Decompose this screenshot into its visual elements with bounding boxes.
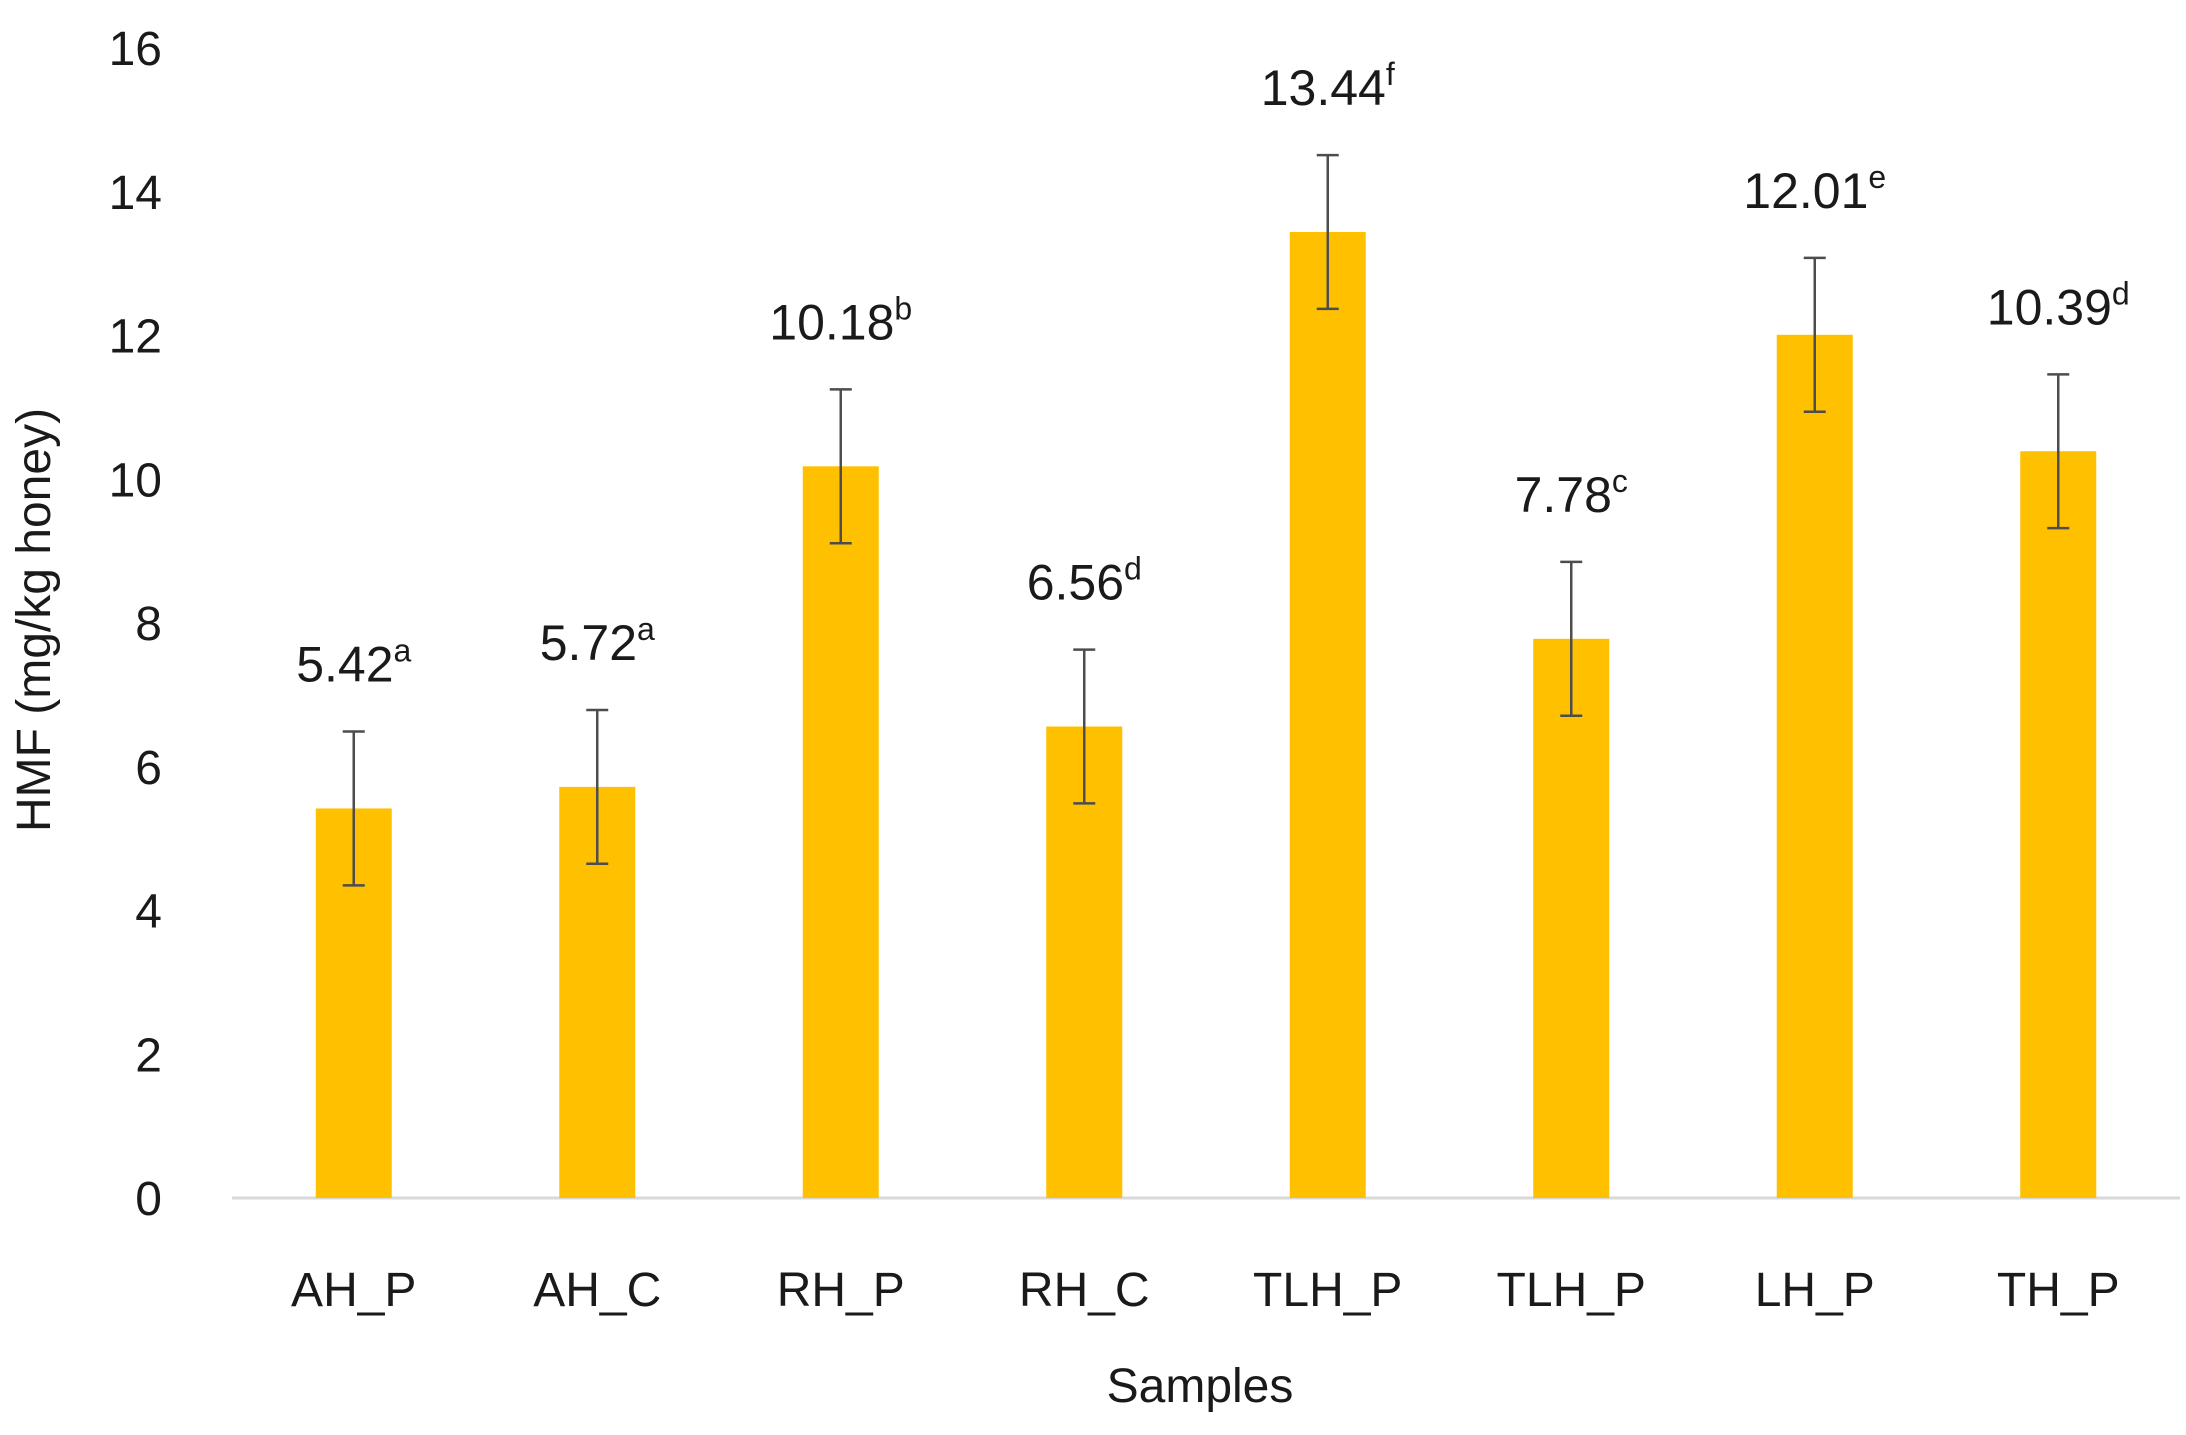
x-tick-label: RH_P bbox=[777, 1264, 905, 1317]
value-label-number: 7.78 bbox=[1515, 467, 1612, 523]
error-bar bbox=[1073, 648, 1096, 805]
x-tick-label: AH_P bbox=[291, 1264, 416, 1317]
value-label: 13.44f bbox=[1261, 56, 1395, 116]
significance-letter: e bbox=[1868, 159, 1886, 195]
error-bars-group bbox=[342, 153, 2070, 887]
x-tick-label: AH_C bbox=[533, 1264, 661, 1317]
value-label-number: 10.18 bbox=[769, 294, 894, 350]
bar bbox=[1776, 334, 1853, 1198]
value-label: 10.39d bbox=[1987, 275, 2130, 335]
y-tick-label: 0 bbox=[135, 1173, 162, 1226]
value-label-number: 5.72 bbox=[540, 615, 637, 671]
bars-group bbox=[315, 232, 2097, 1198]
x-tick-label: TLH_P bbox=[1497, 1264, 1646, 1317]
significance-letter: d bbox=[2112, 275, 2130, 311]
value-label: 5.42a bbox=[296, 633, 411, 693]
significance-letter: a bbox=[637, 611, 655, 647]
significance-letter: a bbox=[394, 633, 412, 669]
error-bar bbox=[1803, 256, 1826, 413]
x-axis-ticks: AH_P AH_C RH_P RH_C TLH_P TLH_P LH_P TH_P bbox=[291, 1264, 2120, 1317]
value-labels-group: 5.42a 5.72a10.18b6.56d13.44f7.78c12.01e10… bbox=[296, 56, 2130, 692]
value-label-number: 12.01 bbox=[1743, 163, 1868, 219]
value-label-number: 5.42 bbox=[296, 637, 393, 693]
x-tick-label: RH_C bbox=[1019, 1264, 1150, 1317]
value-label: 10.18b bbox=[769, 290, 912, 350]
bar bbox=[802, 466, 879, 1198]
y-tick-label: 6 bbox=[135, 742, 162, 795]
x-tick-label: LH_P bbox=[1755, 1264, 1875, 1317]
y-tick-label: 14 bbox=[109, 167, 162, 220]
y-tick-label: 4 bbox=[135, 886, 162, 939]
error-bar bbox=[2047, 373, 2070, 530]
error-bar bbox=[586, 708, 609, 866]
value-label: 6.56d bbox=[1027, 551, 1142, 611]
y-tick-label: 2 bbox=[135, 1029, 162, 1082]
significance-letter: c bbox=[1612, 463, 1628, 499]
error-bar bbox=[829, 388, 852, 545]
bar bbox=[1046, 726, 1123, 1198]
value-label-number: 6.56 bbox=[1027, 555, 1124, 611]
significance-letter: d bbox=[1124, 551, 1142, 587]
x-tick-label: TH_P bbox=[1997, 1264, 2120, 1317]
value-label-number: 13.44 bbox=[1261, 60, 1386, 116]
error-bar bbox=[342, 730, 365, 887]
y-tick-label: 8 bbox=[135, 598, 162, 651]
bar bbox=[1289, 232, 1366, 1198]
y-tick-label: 12 bbox=[109, 311, 162, 364]
y-tick-label: 16 bbox=[109, 23, 162, 76]
value-label-number: 10.39 bbox=[1987, 279, 2112, 335]
y-axis-ticks: 0 2 4 6 8 10 12 14 16 bbox=[109, 23, 162, 1226]
value-label: 12.01e bbox=[1743, 159, 1886, 219]
significance-letter: b bbox=[894, 290, 912, 326]
bar bbox=[2020, 451, 2097, 1198]
value-label: 5.72a bbox=[540, 611, 655, 671]
error-bar bbox=[1316, 153, 1339, 311]
significance-letter: f bbox=[1386, 56, 1395, 92]
y-axis-title: HMF (mg/kg honey) bbox=[8, 408, 61, 832]
x-axis-title: Samples bbox=[1107, 1360, 1294, 1413]
error-bar bbox=[1560, 560, 1583, 717]
value-label: 7.78c bbox=[1515, 463, 1628, 523]
y-tick-label: 10 bbox=[109, 454, 162, 507]
x-tick-label: TLH_P bbox=[1253, 1264, 1402, 1317]
bar bbox=[1533, 638, 1610, 1198]
